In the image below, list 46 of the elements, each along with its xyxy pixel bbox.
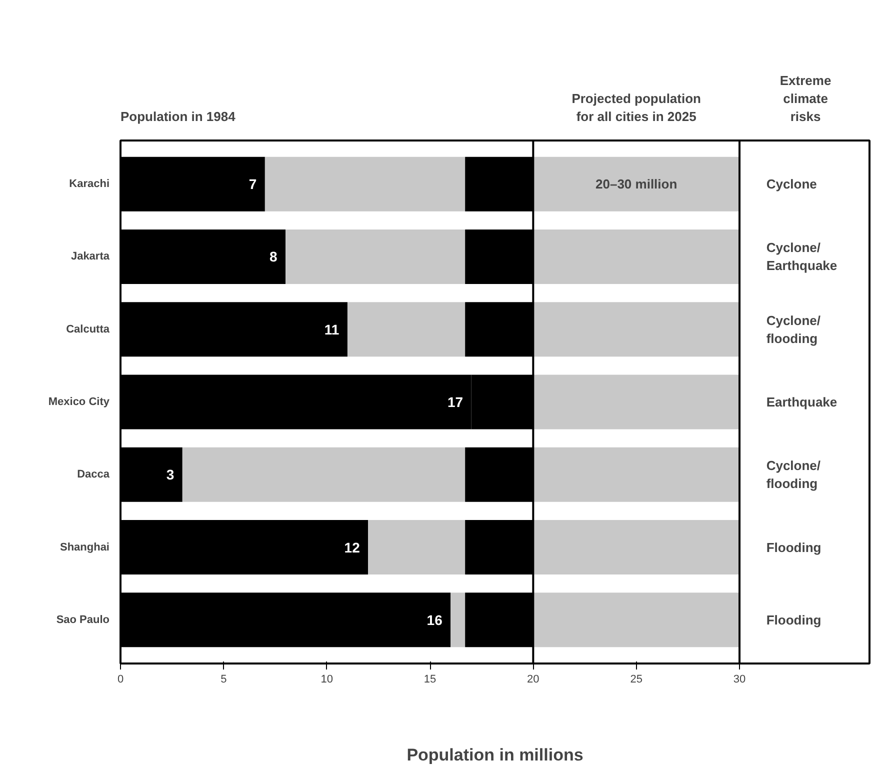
bar bbox=[286, 229, 466, 284]
data-label: 11 bbox=[324, 321, 340, 338]
bar bbox=[533, 520, 740, 575]
y-tick-label: Jakarta bbox=[70, 250, 110, 263]
x-tick-label: 30 bbox=[733, 674, 746, 686]
x-tick-label: 0 bbox=[117, 674, 124, 686]
bar bbox=[347, 302, 466, 357]
text: Extreme climate risks bbox=[780, 73, 832, 124]
annotation: Flooding bbox=[766, 612, 822, 628]
y-tick-label: Dacca bbox=[77, 468, 110, 481]
annotation: Cyclone/ flooding bbox=[766, 312, 821, 346]
x-axis-title: Population in millions bbox=[406, 746, 584, 764]
bar bbox=[533, 447, 740, 502]
annotation: Cyclone bbox=[766, 176, 817, 192]
annotation: 20–30 million bbox=[596, 176, 678, 192]
data-label: 8 bbox=[270, 248, 278, 265]
data-label: 12 bbox=[344, 539, 360, 556]
data-label: 7 bbox=[248, 176, 257, 192]
y-tick-label: Karachi bbox=[69, 178, 110, 190]
bar bbox=[368, 520, 466, 575]
y-tick-label: Shanghai bbox=[60, 541, 110, 554]
bar bbox=[533, 592, 740, 648]
x-tick-label: 10 bbox=[320, 674, 333, 686]
x-tick-label: 5 bbox=[220, 674, 227, 686]
x-tick-label: 15 bbox=[424, 674, 436, 686]
text: Projected population for all cities in 2025 bbox=[572, 91, 702, 124]
data-label: 3 bbox=[166, 466, 174, 483]
y-tick-label: Mexico City bbox=[48, 396, 110, 408]
data-label: 17 bbox=[447, 394, 464, 410]
bar bbox=[533, 229, 740, 284]
bar bbox=[450, 592, 466, 648]
x-tick-label: 25 bbox=[630, 674, 642, 686]
bar bbox=[533, 374, 740, 430]
annotation: Flooding bbox=[766, 540, 822, 555]
bar bbox=[533, 302, 740, 357]
text: Population in 1984 bbox=[120, 109, 236, 124]
bar bbox=[182, 447, 466, 502]
y-tick-label: Calcutta bbox=[66, 323, 110, 336]
bar bbox=[533, 156, 740, 212]
annotation: Cyclone/ Earthquake bbox=[766, 240, 838, 274]
x-tick-label: 20 bbox=[527, 674, 540, 686]
annotation: Cyclone/ flooding bbox=[766, 458, 821, 492]
bar bbox=[264, 156, 466, 212]
annotation: Earthquake bbox=[766, 394, 838, 410]
data-label: 16 bbox=[426, 612, 443, 628]
y-tick-label: Sao Paulo bbox=[56, 614, 110, 626]
